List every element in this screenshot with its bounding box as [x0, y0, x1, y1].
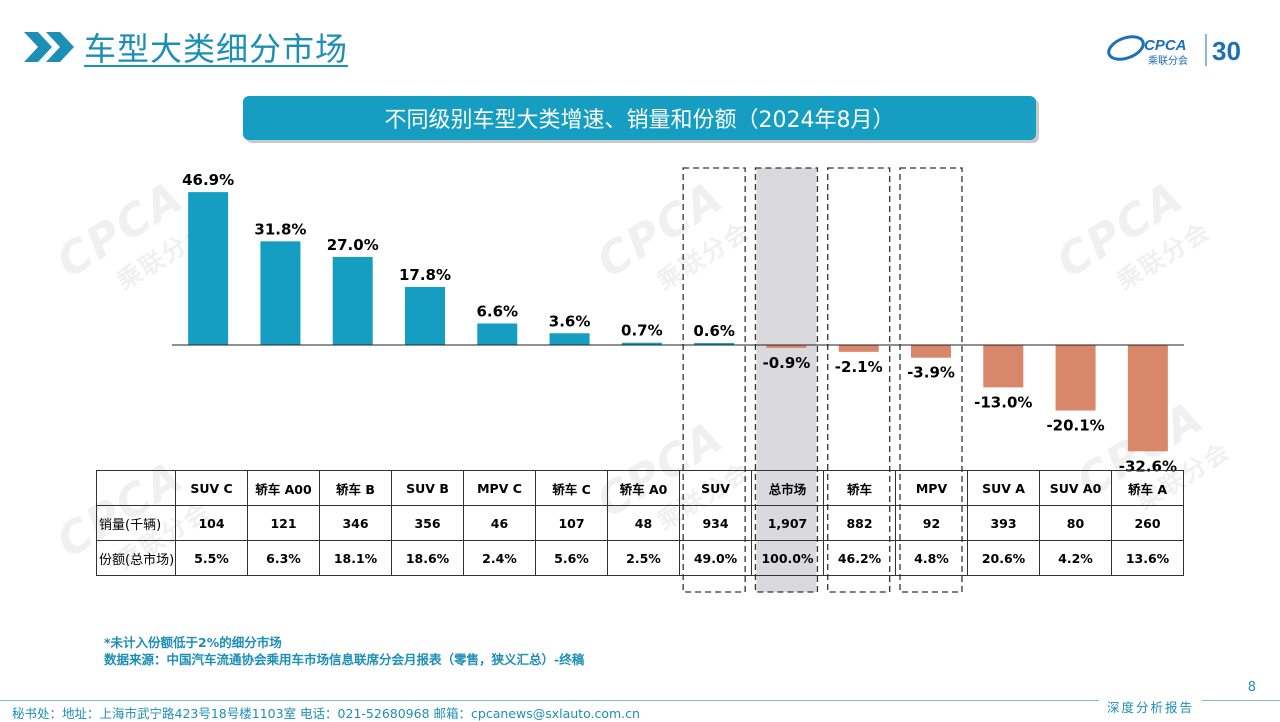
- tick-label: 轿车 C: [535, 470, 608, 506]
- tick-label: SUV B: [391, 470, 464, 506]
- table-cell: 346: [319, 505, 392, 541]
- table-cell: 48: [607, 505, 680, 541]
- table-cell: 1,907: [751, 505, 824, 541]
- chart-banner: 不同级别车型大类增速、销量和份额（2024年8月）: [243, 96, 1036, 140]
- table-corner: [96, 470, 176, 506]
- bar: [477, 323, 518, 345]
- table-cell: 13.6%: [1111, 540, 1184, 576]
- data-label: 17.8%: [399, 266, 451, 284]
- page-title: 车型大类细分市场: [84, 30, 349, 68]
- notes: *未计入份额低于2%的细分市场 数据来源：中国汽车流通协会乘用车市场信息联席分会…: [104, 634, 584, 668]
- table-cell: 5.5%: [175, 540, 248, 576]
- table-cell: 6.3%: [247, 540, 320, 576]
- data-label: -0.9%: [763, 354, 811, 372]
- data-label: 31.8%: [254, 220, 306, 238]
- table-cell: 934: [679, 505, 752, 541]
- row-label: 销量(千辆): [96, 505, 176, 541]
- tick-label: 轿车: [823, 470, 896, 506]
- bar: [1127, 345, 1168, 452]
- footer-divider: [0, 700, 1280, 701]
- data-label: -13.0%: [974, 393, 1032, 411]
- table-cell: 356: [391, 505, 464, 541]
- tick-label: SUV A0: [1039, 470, 1112, 506]
- tick-label: MPV: [895, 470, 968, 506]
- data-label: 6.6%: [476, 302, 518, 320]
- table-cell: 393: [967, 505, 1040, 541]
- table-cell: 18.1%: [319, 540, 392, 576]
- tick-label: 轿车 B: [319, 470, 392, 506]
- logo-badge: 30: [1212, 36, 1241, 66]
- data-label: 0.6%: [693, 322, 735, 340]
- bar: [549, 333, 590, 345]
- data-table: SUV C 轿车 A00 轿车 B SUV B MPV C 轿车 C 轿车 A0 SUV 总市场…: [96, 470, 1184, 576]
- table-cell: 20.6%: [967, 540, 1040, 576]
- table-cell: 80: [1039, 505, 1112, 541]
- highlight-box: [754, 167, 819, 593]
- logo-text: CPCA: [1144, 37, 1187, 54]
- data-label: -2.1%: [835, 358, 883, 376]
- table-cell: 2.5%: [607, 540, 680, 576]
- data-label: 27.0%: [327, 236, 379, 254]
- tick-label: MPV C: [463, 470, 536, 506]
- bar: [1055, 345, 1096, 411]
- table-cell: 4.2%: [1039, 540, 1112, 576]
- table-cell: 2.4%: [463, 540, 536, 576]
- table-cell: 46: [463, 505, 536, 541]
- table-cell: 100.0%: [751, 540, 824, 576]
- note-line-2: 数据来源：中国汽车流通协会乘用车市场信息联席分会月报表（零售，狭义汇总）-终稿: [104, 652, 585, 667]
- data-label: 0.7%: [621, 322, 663, 340]
- bar: [694, 343, 735, 345]
- footer-label: 深度分析报告: [1098, 697, 1202, 716]
- note-line-1: *未计入份额低于2%的细分市场: [104, 635, 282, 650]
- bar: [983, 345, 1024, 388]
- bar: [188, 192, 229, 345]
- table-header-row: SUV C 轿车 A00 轿车 B SUV B MPV C 轿车 C 轿车 A0 SUV 总市场…: [96, 470, 1184, 506]
- row-label: 份额(总市场): [96, 540, 176, 576]
- footer-address: 秘书处：地址：上海市武宁路423号18号楼1103室 电话：021-526809…: [12, 706, 640, 721]
- table-row: 销量(千辆) 104 121 346 356 46 107 48 934 1,907 882 92 39…: [96, 505, 1184, 541]
- table-cell: 92: [895, 505, 968, 541]
- data-label: 3.6%: [549, 312, 591, 330]
- bar: [405, 286, 445, 345]
- page-number: 8: [1247, 680, 1256, 695]
- tick-label: 轿车 A: [1111, 470, 1184, 506]
- cpca-logo: CPCA 乘联分会 30: [1107, 34, 1241, 67]
- table-cell: 49.0%: [679, 540, 752, 576]
- bar: [332, 256, 373, 345]
- table-cell: 104: [175, 505, 248, 541]
- tick-label: SUV: [679, 470, 752, 506]
- bar: [260, 241, 301, 345]
- highlight-box: [899, 167, 963, 593]
- table-cell: 18.6%: [391, 540, 464, 576]
- chevron-icon: [24, 32, 74, 62]
- tick-label: SUV A: [967, 470, 1040, 506]
- table-cell: 4.8%: [895, 540, 968, 576]
- tick-label: 轿车 A00: [247, 470, 320, 506]
- bar: [766, 345, 807, 348]
- bar: [621, 342, 662, 345]
- table-cell: 260: [1111, 505, 1184, 541]
- table-row: 份额(总市场) 5.5% 6.3% 18.1% 18.6% 2.4% 5.6% 2.5% 49.…: [96, 540, 1184, 576]
- table-cell: 5.6%: [535, 540, 608, 576]
- table-cell: 882: [823, 505, 896, 541]
- tick-label: 总市场: [751, 470, 824, 506]
- data-label: 46.9%: [182, 171, 234, 189]
- logo-sub: 乘联分会: [1148, 54, 1188, 67]
- bar: [838, 345, 879, 352]
- highlight-box: [827, 167, 891, 593]
- highlight-box: [682, 167, 746, 593]
- table-cell: 121: [247, 505, 320, 541]
- table-cell: 46.2%: [823, 540, 896, 576]
- data-label: -20.1%: [1046, 417, 1104, 435]
- bar: [911, 345, 951, 358]
- tick-label: SUV C: [175, 470, 248, 506]
- tick-label: 轿车 A0: [607, 470, 680, 506]
- table-cell: 107: [535, 505, 608, 541]
- data-label: -3.9%: [907, 364, 955, 382]
